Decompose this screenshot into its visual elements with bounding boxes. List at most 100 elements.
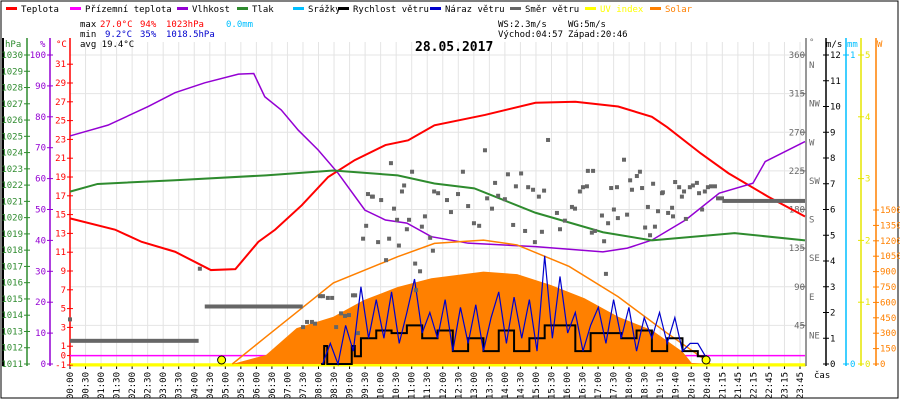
pressure-tick-label: 1017 bbox=[1, 262, 23, 272]
wind-direction-point bbox=[365, 192, 370, 197]
wind-unit: m/s bbox=[826, 40, 842, 50]
x-tick-label: 22:15 bbox=[749, 372, 759, 399]
wind-direction-point bbox=[599, 213, 604, 218]
pressure-tick-label: 1021 bbox=[1, 197, 23, 207]
wind-direction-point bbox=[370, 194, 375, 199]
direction-tick-label: 315 bbox=[789, 90, 805, 100]
wind-direction-point bbox=[456, 192, 461, 197]
series-teplota bbox=[69, 100, 806, 272]
wind-direction-point bbox=[511, 222, 516, 227]
direction-tick-label: 45 bbox=[794, 321, 805, 331]
wind-direction-point bbox=[419, 224, 424, 229]
pressure-tick-label: 1028 bbox=[1, 84, 23, 94]
legend-swatch-4 bbox=[293, 7, 304, 10]
solar-unit: W bbox=[877, 40, 883, 50]
wind-direction-point bbox=[330, 295, 335, 300]
uv-tick-label: 2 bbox=[865, 236, 870, 246]
x-tick-label: 15:00 bbox=[532, 372, 542, 399]
wind-direction-point bbox=[197, 266, 202, 271]
wind-direction-point bbox=[670, 205, 675, 210]
wind-direction-point bbox=[444, 198, 449, 203]
pressure-tick-label: 1023 bbox=[1, 165, 23, 175]
wind-direction-point bbox=[591, 168, 596, 173]
wind-direction-point bbox=[702, 189, 707, 194]
legend-swatch-6 bbox=[430, 7, 441, 10]
pressure-tick-label: 1027 bbox=[1, 100, 23, 110]
wind-direction-point bbox=[705, 185, 710, 190]
legend-label: Solar bbox=[665, 5, 693, 15]
temperature-unit: °C bbox=[56, 40, 67, 50]
x-tick-label: 21:45 bbox=[734, 372, 744, 399]
wind-direction-point bbox=[320, 294, 325, 299]
wind-direction-point bbox=[562, 218, 567, 223]
pressure-tick-label: 1029 bbox=[1, 67, 23, 77]
stats-rain: 0.0mm bbox=[226, 20, 253, 30]
solar-tick-label: 750 bbox=[880, 283, 896, 293]
x-tick-label: 09:00 bbox=[346, 372, 356, 399]
wind-direction-point bbox=[519, 171, 524, 176]
x-tick-label: 10:30 bbox=[392, 372, 402, 399]
x-tick-label: 07:00 bbox=[283, 372, 293, 399]
series-solar-max bbox=[231, 239, 711, 365]
stats-avg: avg 19.4°C bbox=[80, 40, 134, 50]
pressure-tick-label: 1018 bbox=[1, 246, 23, 256]
wind-direction-point bbox=[309, 319, 314, 324]
legend-label: Přízemní teplota bbox=[85, 5, 172, 15]
wind-direction-point bbox=[418, 269, 423, 274]
pressure-tick-label: 1026 bbox=[1, 116, 23, 126]
series-n-raz-v-tru bbox=[322, 255, 706, 367]
wind-direction-point bbox=[584, 184, 589, 189]
series bbox=[68, 72, 806, 367]
wind-direction-bar bbox=[70, 338, 199, 343]
x-tick-label: 12:00 bbox=[439, 372, 449, 399]
stats-max-label: max bbox=[80, 20, 97, 30]
x-tick-label: 07:30 bbox=[299, 372, 309, 399]
x-tick-label: 03:00 bbox=[159, 372, 169, 399]
x-tick-label: 15:30 bbox=[547, 372, 557, 399]
wind-direction-point bbox=[697, 191, 702, 196]
wind-tick-label: 0 bbox=[830, 360, 835, 370]
uv-tick-label: 4 bbox=[865, 113, 870, 123]
stats-wind-gust: WG:5m/s bbox=[568, 20, 606, 30]
wind-direction-point bbox=[536, 194, 541, 199]
wind-direction-point bbox=[569, 204, 574, 209]
direction-tick-label: 270 bbox=[789, 128, 805, 138]
wind-direction-point bbox=[387, 236, 392, 241]
wind-direction-point bbox=[652, 224, 657, 229]
x-tick-label: 20:10 bbox=[687, 372, 697, 399]
wind-direction-point bbox=[554, 210, 559, 215]
x-tick-label: 08:00 bbox=[315, 372, 325, 399]
series-solar-area bbox=[232, 271, 707, 364]
temperature-tick-label: -1 bbox=[55, 361, 66, 371]
wind-direction-point bbox=[645, 204, 650, 209]
x-tick-label: 23:45 bbox=[796, 372, 806, 399]
x-tick-label: 14:30 bbox=[516, 372, 526, 399]
wind-direction-point bbox=[622, 157, 627, 162]
wind-direction-point bbox=[407, 217, 412, 222]
wind-direction-bar bbox=[722, 198, 805, 203]
wind-direction-point bbox=[399, 189, 404, 194]
wind-direction-point bbox=[532, 240, 537, 245]
wind-direction-point bbox=[404, 227, 409, 232]
humidity-tick-label: 80 bbox=[35, 113, 46, 123]
wind-direction-point bbox=[682, 189, 687, 194]
stats-max-humidity: 94% bbox=[140, 20, 157, 30]
wind-direction-point bbox=[640, 186, 645, 191]
wind-direction-point bbox=[609, 186, 614, 191]
legend-swatch-1 bbox=[70, 7, 81, 10]
wind-direction-point bbox=[396, 243, 401, 248]
wind-direction-point bbox=[625, 212, 630, 217]
wind-direction-point bbox=[606, 221, 611, 226]
direction-compass-label: W bbox=[809, 138, 815, 148]
wind-direction-point bbox=[477, 223, 482, 228]
x-tick-label: 14:00 bbox=[501, 372, 511, 399]
wind-direction-point bbox=[496, 193, 501, 198]
legend-label: Náraz větru bbox=[445, 5, 505, 15]
wind-direction-point bbox=[526, 185, 531, 190]
direction-tick-label: 360 bbox=[789, 51, 805, 61]
uv-tick-label: 3 bbox=[865, 175, 870, 185]
wind-direction-point bbox=[317, 294, 322, 299]
temperature-tick-label: 21 bbox=[55, 154, 66, 164]
temperature-tick-label: 19 bbox=[55, 173, 66, 183]
uv-tick-label: 5 bbox=[865, 51, 870, 61]
